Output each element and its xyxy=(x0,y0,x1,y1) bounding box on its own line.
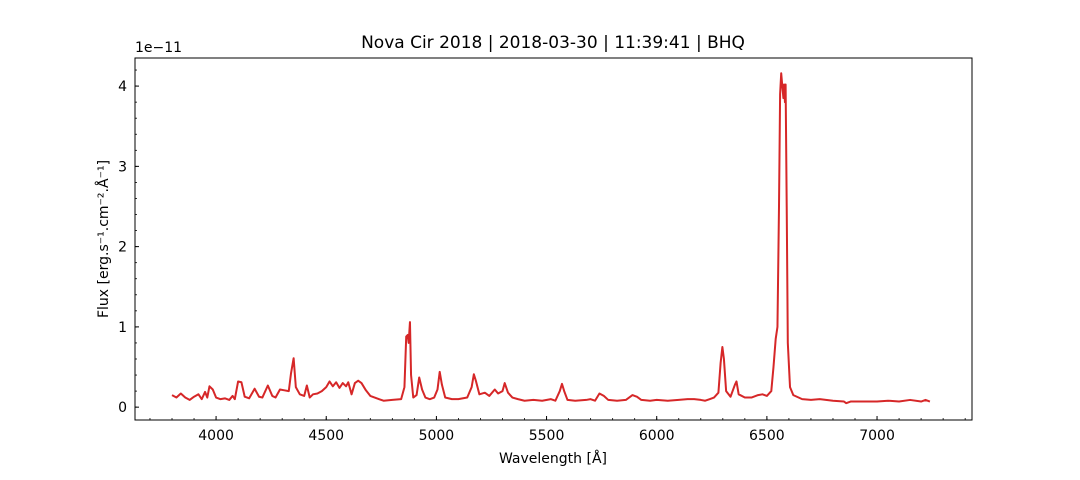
plot-frame xyxy=(134,57,973,421)
y-tick-label: 3 xyxy=(118,159,127,175)
x-tick-label: 4500 xyxy=(308,428,344,444)
x-tick-label: 4000 xyxy=(198,428,234,444)
x-tick-label: 5500 xyxy=(529,428,565,444)
y-tick-label: 0 xyxy=(118,400,127,416)
y-tick-label: 2 xyxy=(118,240,127,256)
y-tick-label: 1 xyxy=(118,320,127,336)
x-axis-label: Wavelength [Å] xyxy=(499,450,607,467)
x-tick-label: 6000 xyxy=(639,428,675,444)
x-tick-label: 6500 xyxy=(749,428,785,444)
chart-title: Nova Cir 2018 | 2018-03-30 | 11:39:41 | … xyxy=(361,33,745,53)
x-tick-label: 7000 xyxy=(859,428,895,444)
y-axis-label: Flux [erg.s⁻¹.cm⁻².Å⁻¹] xyxy=(95,160,112,318)
x-tick-label: 5000 xyxy=(419,428,455,444)
spectrum-line xyxy=(171,72,931,405)
y-tick-label: 4 xyxy=(118,79,127,95)
y-offset-label: 1e−11 xyxy=(135,40,182,56)
